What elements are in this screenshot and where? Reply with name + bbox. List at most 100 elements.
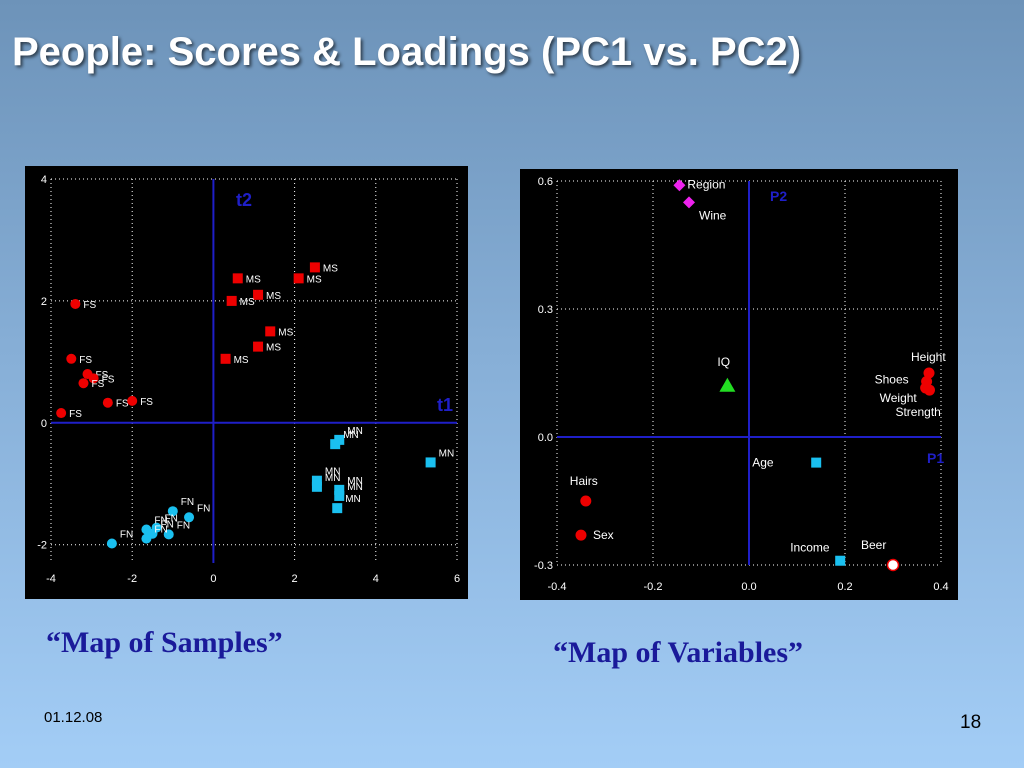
data-point (88, 373, 99, 384)
point-label: FN (154, 515, 167, 526)
data-point (719, 377, 736, 392)
point-label: FN (177, 520, 190, 531)
point-label: FS (79, 355, 92, 366)
point-label: MS (240, 297, 255, 308)
data-point (253, 341, 264, 352)
y-tick-label: 0.6 (538, 176, 553, 188)
y-tick-label: 2 (41, 296, 47, 308)
data-point (334, 490, 345, 501)
data-point (106, 538, 117, 549)
slide-title: People: Scores & Loadings (PC1 vs. PC2) (12, 30, 802, 74)
x-tick-label: 2 (292, 573, 298, 585)
point-label: MN (343, 430, 359, 441)
data-point (265, 326, 276, 337)
point-label: FN (154, 525, 167, 536)
x-tick-label: -0.2 (644, 581, 663, 593)
x-tick-label: -4 (46, 573, 56, 585)
point-label: MN (439, 448, 455, 459)
point-label: MS (323, 263, 338, 274)
point-label: FN (161, 520, 174, 531)
point-label: FN (197, 503, 210, 514)
data-point (575, 529, 587, 541)
x-tick-label: 4 (373, 573, 379, 585)
data-point (220, 353, 231, 364)
x-tick-label: 6 (454, 573, 460, 585)
y-axis-label: t2 (236, 190, 252, 210)
data-point (673, 179, 686, 192)
data-point (332, 503, 343, 514)
point-label: MN (347, 476, 363, 487)
data-point (102, 397, 113, 408)
map-of-samples-caption: “Map of Samples” (46, 626, 283, 659)
data-point (425, 457, 436, 468)
point-label: Income (790, 541, 830, 555)
point-label: FS (69, 409, 82, 420)
x-tick-label: 0.0 (741, 581, 756, 593)
point-label: MN (325, 467, 341, 478)
point-label: Wine (699, 208, 727, 222)
data-point (127, 395, 138, 406)
point-label: FS (83, 300, 96, 311)
x-axis-label: P1 (927, 450, 944, 466)
point-label: Age (752, 456, 774, 470)
data-point (226, 295, 237, 306)
point-label: MS (234, 355, 249, 366)
footer-date: 01.12.08 (44, 709, 103, 726)
x-tick-label: 0.2 (837, 581, 852, 593)
point-label: FN (165, 514, 178, 525)
point-label: Hairs (570, 474, 598, 488)
point-label: MS (278, 327, 293, 338)
data-point (311, 475, 322, 486)
x-tick-label: 0 (210, 573, 216, 585)
y-tick-label: 4 (41, 174, 47, 186)
data-point (70, 298, 81, 309)
data-point (163, 529, 174, 540)
point-label: FS (116, 399, 129, 410)
data-point (923, 384, 935, 396)
x-tick-label: -0.4 (548, 581, 567, 593)
map-of-variables-caption: “Map of Variables” (553, 636, 804, 669)
y-tick-label: -0.3 (534, 560, 553, 572)
data-point (330, 439, 341, 450)
data-point (811, 457, 822, 468)
data-point (78, 378, 89, 389)
data-point (293, 273, 304, 284)
point-label: Weight (880, 391, 918, 405)
y-tick-label: 0 (41, 418, 47, 430)
data-point (66, 353, 77, 364)
y-axis-label: P2 (770, 188, 787, 204)
point-label: Strength (895, 405, 940, 419)
point-label: MS (246, 274, 261, 285)
data-point (56, 408, 67, 419)
data-point (232, 273, 243, 284)
data-point (184, 512, 195, 523)
data-point (141, 533, 152, 544)
point-label: MS (266, 343, 281, 354)
point-label: Region (687, 177, 725, 191)
data-point (580, 495, 592, 507)
point-label: MN (347, 482, 363, 493)
point-label: MN (347, 426, 363, 437)
point-label: MN (345, 494, 361, 505)
x-tick-label: -2 (127, 573, 137, 585)
point-label: FS (102, 374, 115, 385)
point-label: Sex (593, 528, 614, 542)
loadings-plot-panel: -0.4 -0.2 0.0 0.2 0.4 -0.3 0.0 0.3 0.6 P1 P2 Region… (520, 169, 958, 600)
data-point (683, 196, 695, 209)
point-label: Shoes (875, 373, 909, 387)
point-label: MN (325, 473, 341, 484)
data-point (923, 367, 935, 379)
point-label: Beer (861, 538, 886, 552)
y-tick-label: -2 (37, 540, 47, 552)
data-point (309, 262, 320, 273)
data-point (167, 506, 178, 517)
point-label: IQ (717, 355, 730, 369)
data-point (835, 555, 846, 566)
y-tick-label: 0.3 (538, 304, 553, 316)
point-label: FS (91, 379, 104, 390)
point-label: FS (140, 397, 153, 408)
data-point (253, 289, 264, 300)
x-tick-label: 0.4 (933, 581, 948, 593)
loadings-scatter-plot: -0.4 -0.2 0.0 0.2 0.4 -0.3 0.0 0.3 0.6 P1 P2 Region… (534, 176, 949, 593)
